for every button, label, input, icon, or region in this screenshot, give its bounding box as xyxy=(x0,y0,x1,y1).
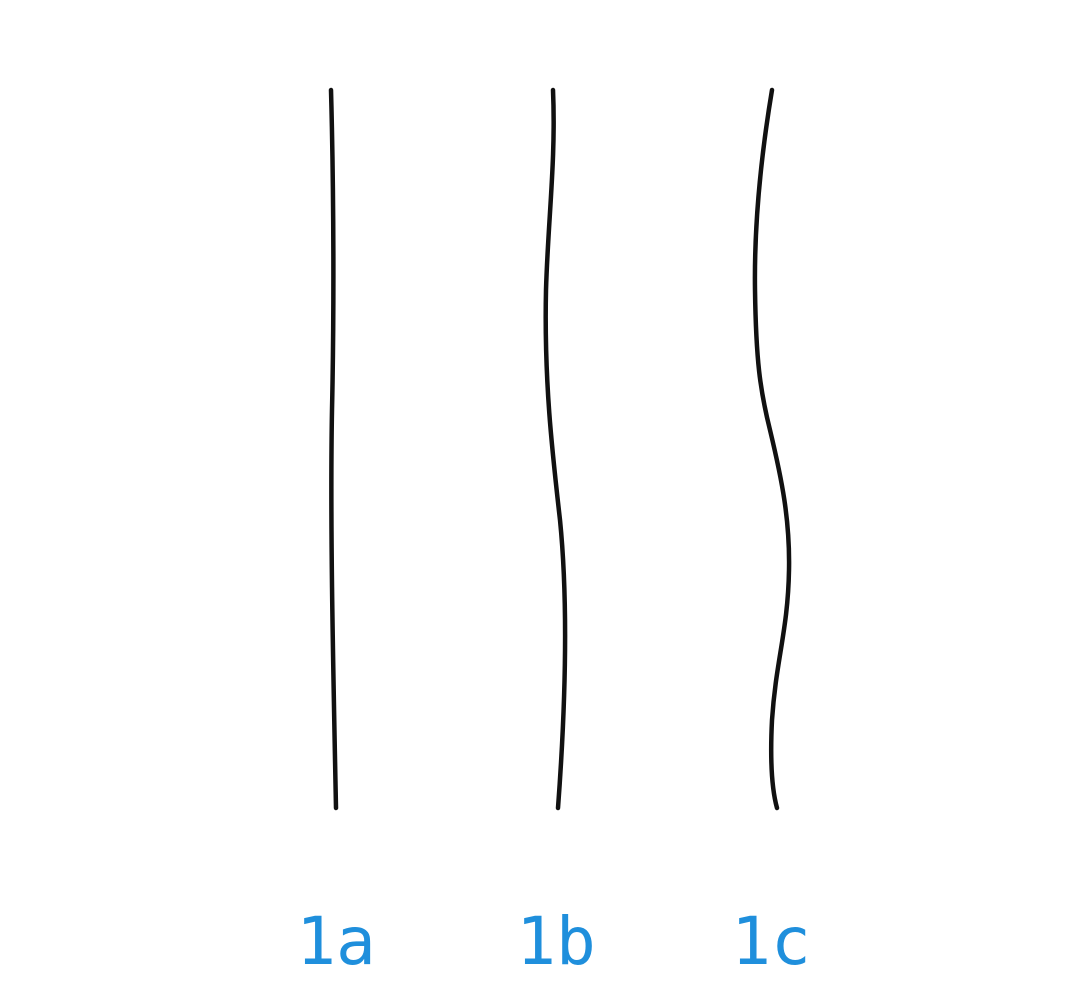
line-1c xyxy=(752,87,792,811)
line-1a xyxy=(328,87,339,811)
label-1c: 1c xyxy=(731,903,810,980)
label-1a: 1a xyxy=(296,903,375,980)
label-1b: 1b xyxy=(516,903,595,980)
line-1b xyxy=(543,87,568,811)
